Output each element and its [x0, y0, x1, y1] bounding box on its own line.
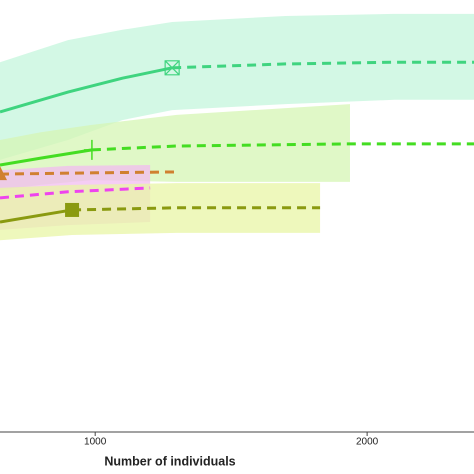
extrapolated-line: [0, 186, 151, 200]
extrapolated-line: [0, 170, 176, 176]
extrapolated-line: [91, 142, 474, 152]
marker: [83, 139, 100, 160]
x-axis-title: Number of individuals: [104, 454, 235, 468]
interpolated-line: [0, 148, 93, 167]
x-tick-label: 2000: [356, 437, 379, 448]
confidence-band: [0, 183, 321, 241]
interpolated-line: [0, 208, 73, 224]
marker: [164, 60, 180, 76]
extrapolated-line: [172, 60, 474, 70]
interpolated-line: [0, 66, 173, 114]
extrapolated-line: [72, 206, 321, 212]
marker: [0, 166, 7, 181]
x-tick-label: 1000: [84, 437, 107, 448]
marker: [65, 202, 80, 217]
confidence-band: [0, 13, 474, 160]
